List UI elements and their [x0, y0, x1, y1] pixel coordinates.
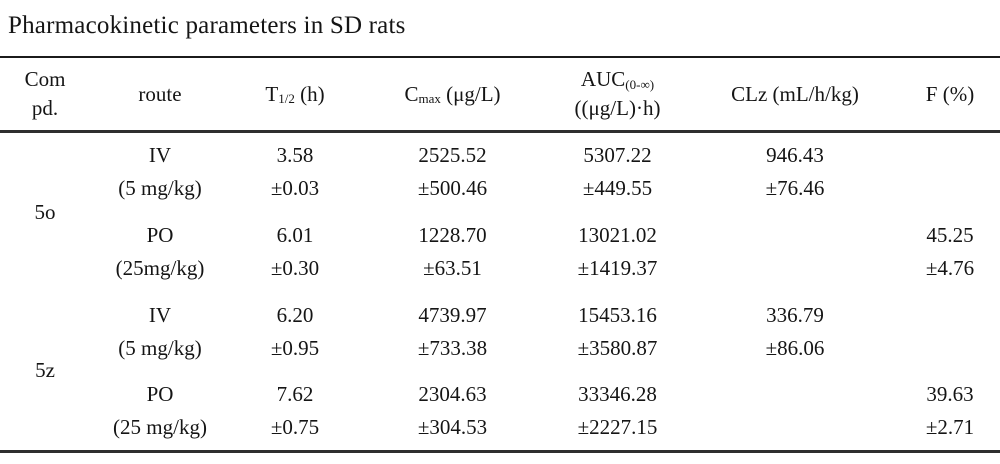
table-row-5o-po: PO (25mg/kg) 6.01 ±0.30 1228.70 ±63.51 1… — [0, 212, 1000, 292]
route-cell: IV (5 mg/kg) — [90, 132, 230, 212]
dose-value: (5 mg/kg) — [118, 335, 202, 360]
compound-header-line1: Com — [24, 67, 66, 91]
cmax-header-base: C — [404, 81, 419, 106]
table-header: Com pd. route T1/2 (h) Cmax (μg/L) AUC(0… — [0, 57, 1000, 133]
t-half-sd: ±0.03 — [270, 176, 320, 201]
auc-cell: 13021.02 ±1419.37 — [545, 212, 690, 292]
cmax-sd: ±63.51 — [423, 255, 482, 280]
cmax-value: 4739.97 — [418, 302, 487, 327]
pk-table: Com pd. route T1/2 (h) Cmax (μg/L) AUC(0… — [0, 56, 1000, 453]
clz-sd: ±76.46 — [765, 176, 825, 201]
cmax-value: 2304.63 — [418, 381, 487, 406]
dose-value: (25mg/kg) — [115, 255, 205, 280]
t-half-cell: 3.58 ±0.03 — [230, 132, 360, 212]
cmax-cell: 2304.63 ±304.53 — [360, 372, 545, 452]
f-sd: ±4.76 — [925, 255, 975, 280]
auc-header-unit: ((μg/L)·h) — [574, 96, 661, 120]
route-cell: IV (5 mg/kg) — [90, 292, 230, 372]
col-header-clz: CLz (mL/h/kg) — [690, 57, 900, 133]
f-value: 39.63 — [926, 381, 974, 406]
t-half-cell: 6.20 ±0.95 — [230, 292, 360, 372]
auc-header-sub: (0-∞) — [625, 76, 655, 92]
clz-value: 336.79 — [766, 302, 824, 327]
t-half-header-base: T — [265, 81, 279, 106]
t-half-value: 6.01 — [276, 222, 314, 247]
route-cell: PO (25mg/kg) — [90, 212, 230, 292]
auc-sd: ±449.55 — [582, 176, 653, 201]
cmax-cell: 4739.97 ±733.38 — [360, 292, 545, 372]
cmax-value: 1228.70 — [418, 222, 487, 247]
cmax-header-sub: max — [418, 91, 441, 107]
table-body: 5o IV (5 mg/kg) 3.58 ±0.03 2525.52 ±500.… — [0, 132, 1000, 452]
f-cell: 39.63 ±2.71 — [900, 372, 1000, 452]
compound-header-line2: pd. — [31, 96, 59, 120]
route-header-label: route — [138, 81, 182, 106]
auc-value: 5307.22 — [583, 143, 652, 168]
cmax-cell: 1228.70 ±63.51 — [360, 212, 545, 292]
col-header-f: F (%) — [900, 57, 1000, 133]
auc-value: 15453.16 — [578, 302, 657, 327]
t-half-cell: 7.62 ±0.75 — [230, 372, 360, 452]
t-half-value: 7.62 — [276, 381, 314, 406]
auc-header-base: AUC — [580, 67, 626, 91]
clz-cell — [690, 212, 900, 292]
t-half-value: 6.20 — [276, 302, 314, 327]
cmax-sd: ±500.46 — [417, 176, 488, 201]
cmax-sd: ±733.38 — [417, 335, 488, 360]
col-header-compound: Com pd. — [0, 57, 90, 133]
route-value: PO — [146, 381, 174, 406]
cmax-cell: 2525.52 ±500.46 — [360, 132, 545, 212]
f-cell: 45.25 ±4.76 — [900, 212, 1000, 292]
f-cell — [900, 132, 1000, 212]
compound-cell-5o: 5o — [34, 199, 56, 224]
f-sd: ±2.71 — [925, 414, 975, 439]
t-half-value: 3.58 — [276, 143, 314, 168]
t-half-cell: 6.01 ±0.30 — [230, 212, 360, 292]
table-row-5o-iv: 5o IV (5 mg/kg) 3.58 ±0.03 2525.52 ±500.… — [0, 132, 1000, 224]
route-value: IV — [148, 302, 172, 327]
auc-sd: ±3580.87 — [577, 335, 658, 360]
clz-cell: 336.79 ±86.06 — [690, 292, 900, 372]
table-row-5z-po: PO (25 mg/kg) 7.62 ±0.75 2304.63 ±304.53… — [0, 372, 1000, 452]
clz-value: 946.43 — [766, 143, 824, 168]
auc-sd: ±2227.15 — [577, 414, 658, 439]
auc-cell: 33346.28 ±2227.15 — [545, 372, 690, 452]
f-header-label: F (%) — [925, 81, 975, 106]
auc-cell: 5307.22 ±449.55 — [545, 132, 690, 212]
auc-value: 33346.28 — [578, 381, 657, 406]
dose-value: (5 mg/kg) — [118, 176, 202, 201]
clz-header-label: CLz (mL/h/kg) — [731, 81, 859, 106]
table-title: Pharmacokinetic parameters in SD rats — [8, 12, 406, 39]
col-header-cmax: Cmax (μg/L) — [360, 57, 545, 133]
cmax-header-unit: (μg/L) — [440, 81, 501, 106]
clz-cell: 946.43 ±76.46 — [690, 132, 900, 212]
clz-sd: ±86.06 — [765, 335, 825, 360]
route-value: PO — [146, 222, 174, 247]
table-row-5z-iv: 5z IV (5 mg/kg) 6.20 ±0.95 4739.97 ±733.… — [0, 292, 1000, 383]
auc-cell: 15453.16 ±3580.87 — [545, 292, 690, 372]
auc-value: 13021.02 — [578, 222, 657, 247]
cmax-sd: ±304.53 — [417, 414, 488, 439]
route-value: IV — [148, 143, 172, 168]
f-value: 45.25 — [926, 222, 974, 247]
t-half-sd: ±0.95 — [270, 335, 320, 360]
col-header-route: route — [90, 57, 230, 133]
t-half-sd: ±0.30 — [270, 255, 320, 280]
t-half-header-sub: 1/2 — [278, 91, 295, 107]
f-cell — [900, 292, 1000, 372]
auc-sd: ±1419.37 — [577, 255, 658, 280]
compound-cell-5z: 5z — [35, 358, 55, 383]
cmax-value: 2525.52 — [418, 143, 487, 168]
col-header-auc: AUC(0-∞) ((μg/L)·h) — [545, 57, 690, 133]
route-cell: PO (25 mg/kg) — [90, 372, 230, 452]
col-header-t-half: T1/2 (h) — [230, 57, 360, 133]
clz-cell — [690, 372, 900, 452]
t-half-header-unit: (h) — [294, 81, 325, 106]
dose-value: (25 mg/kg) — [113, 414, 207, 439]
t-half-sd: ±0.75 — [270, 414, 320, 439]
